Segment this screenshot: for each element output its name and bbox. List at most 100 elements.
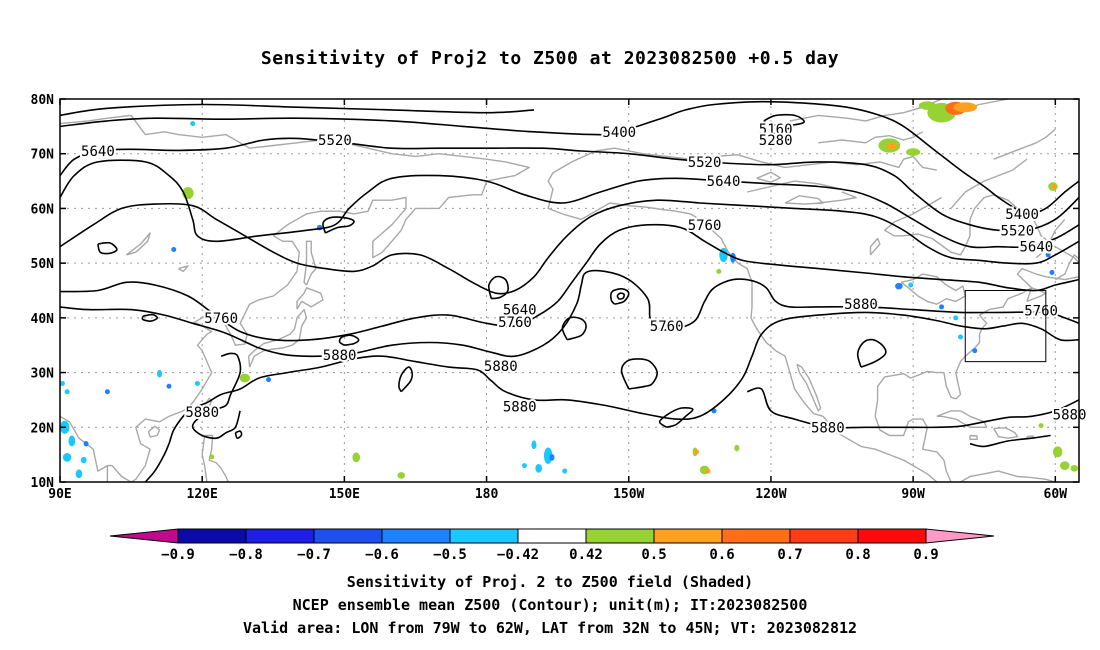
contour-line <box>746 387 1079 429</box>
sensitivity-patch <box>716 268 722 274</box>
figure-title: Sensitivity of Proj2 to Z500 at 20230825… <box>260 48 840 69</box>
colorbar-label: 0.8 <box>845 547 870 563</box>
contour-label: 5760 <box>204 311 238 327</box>
sensitivity-patch <box>104 389 110 395</box>
coastline <box>60 114 530 482</box>
lat-tick-label: 40N <box>31 312 55 327</box>
contour-line <box>60 100 1079 215</box>
lon-tick-label: 150W <box>613 487 644 502</box>
coastline <box>993 427 1019 439</box>
contour-line <box>322 216 355 234</box>
sensitivity-patch <box>1070 465 1079 472</box>
contour-line <box>60 137 1079 233</box>
contour-label: 5400 <box>1005 207 1039 223</box>
contour-label: 5640 <box>503 303 537 319</box>
contour-line <box>398 366 414 393</box>
colorbar-swatch <box>789 528 859 544</box>
contour-line <box>60 159 1079 249</box>
sensitivity-patch <box>918 101 936 110</box>
contour-label: 5520 <box>1001 223 1035 239</box>
colorbar-label: 0.42 <box>569 547 603 563</box>
lat-tick-label: 10N <box>31 476 55 491</box>
sensitivity-patch <box>80 456 87 464</box>
colorbar-label: 0.6 <box>709 547 734 563</box>
lake-outline <box>869 237 881 256</box>
sensitivity-patch <box>549 454 555 461</box>
coastline <box>1054 254 1079 281</box>
map-frame <box>59 98 1080 483</box>
coastline <box>818 191 857 204</box>
colorbar-swatch <box>653 528 723 544</box>
contour-label: 5400 <box>602 125 636 141</box>
colorbar-label: −0.42 <box>497 547 539 563</box>
colorbar-swatch <box>449 528 519 544</box>
lon-tick-label: 60W <box>1044 487 1068 502</box>
contour-line <box>616 292 625 301</box>
sensitivity-patch <box>266 377 272 383</box>
sensitivity-patch <box>895 282 903 290</box>
coastline <box>201 434 230 482</box>
contour-label: 5880 <box>811 420 845 436</box>
lat-tick-label: 30N <box>31 367 55 382</box>
coastline <box>796 363 822 412</box>
contour-line <box>97 241 118 255</box>
contour-label: 5160 <box>759 122 793 138</box>
lat-tick-label: 20N <box>31 421 55 436</box>
sensitivity-patch <box>908 282 914 288</box>
sensitivity-patch <box>166 383 172 389</box>
contour-label: 5280 <box>759 133 793 149</box>
coastline <box>936 410 988 428</box>
contour-line <box>561 316 587 341</box>
sensitivity-patch <box>886 142 898 150</box>
colorbar-swatch <box>721 528 791 544</box>
sensitivity-patch <box>239 373 251 383</box>
colorbar-swatch <box>381 528 451 544</box>
sensitivity-patch <box>171 246 177 252</box>
contour-line <box>144 311 1079 482</box>
lake-outline <box>784 195 824 205</box>
contour-line <box>141 313 158 322</box>
colorbar-label: −0.9 <box>161 547 195 563</box>
coastline <box>88 504 126 531</box>
contour-label: 5880 <box>1053 408 1087 424</box>
caption-valid-area: Valid area: LON from 79W to 62W, LAT fro… <box>242 619 858 637</box>
coastline <box>969 434 978 440</box>
contour-label: 5520 <box>688 155 722 171</box>
sensitivity-patch <box>1060 461 1070 470</box>
lake-outline <box>756 171 782 183</box>
colorbar-swatch <box>313 528 383 544</box>
contour-label: 5880 <box>503 399 537 415</box>
contour-label: 5880 <box>484 359 518 375</box>
sensitivity-patch <box>157 369 163 378</box>
sensitivity-patch <box>68 435 76 447</box>
contour-line <box>487 275 509 300</box>
colorbar-label: −0.8 <box>229 547 263 563</box>
colorbar-arrow-low <box>109 528 179 544</box>
lake-outline <box>178 265 189 273</box>
contour-label: 5880 <box>844 297 878 313</box>
contour-label: 5760 <box>1024 304 1058 320</box>
sensitivity-patch <box>194 381 200 387</box>
coastline <box>247 308 308 368</box>
z500-contours <box>60 100 1079 482</box>
sensitivity-patch <box>953 102 978 113</box>
colorbar-arrow-high <box>925 528 995 544</box>
contour-label: 5880 <box>185 405 219 421</box>
sensitivity-patch <box>64 389 70 395</box>
coastline <box>147 425 161 438</box>
sensitivity-patch <box>1051 184 1057 190</box>
coastline <box>747 180 843 193</box>
coastline <box>884 194 1079 264</box>
colorbar-swatch <box>517 528 587 544</box>
contour-line <box>60 103 535 117</box>
colorbar-label: −0.5 <box>433 547 467 563</box>
contour-label: 5760 <box>650 319 684 335</box>
valid-area-box <box>964 290 1047 363</box>
coastline <box>789 99 942 122</box>
contour-line <box>610 288 630 305</box>
colorbar-swatch <box>245 528 315 544</box>
sensitivity-patch <box>83 440 89 447</box>
lon-tick-label: 180 <box>475 487 499 502</box>
contour-line <box>60 223 1079 342</box>
